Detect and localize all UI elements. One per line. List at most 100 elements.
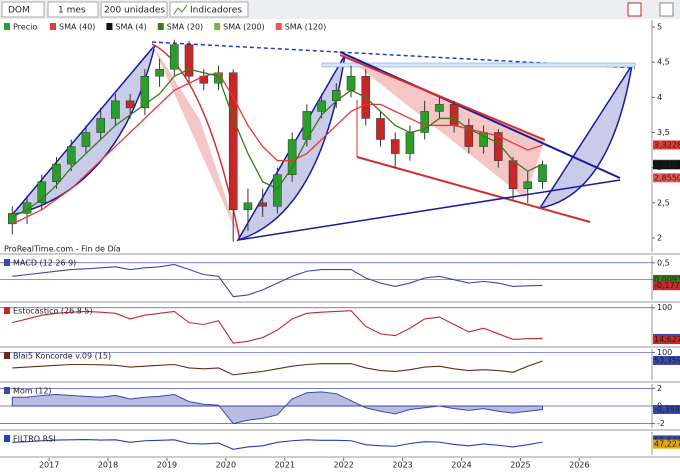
price-tag-label: 3,040: [654, 160, 677, 169]
candle-body: [346, 75, 356, 91]
legend-swatch: [50, 23, 56, 30]
x-tick-label: 2019: [157, 461, 177, 470]
watermark: ProRealTime.com - Fin de Día: [4, 245, 121, 254]
price-tag-label: -0,3983: [654, 405, 680, 414]
price-tag-label: -0,177: [654, 281, 680, 290]
candle-body: [125, 100, 135, 109]
legend-swatch: [106, 23, 113, 30]
units-select[interactable]: [100, 1, 168, 18]
indicators: Indicadores: [190, 6, 242, 16]
candle-body: [508, 160, 518, 189]
indicator-title: Mom (12): [13, 387, 52, 396]
price-tag-label: 3,3228: [654, 140, 680, 149]
candle-body: [464, 125, 474, 147]
x-tick-label: 2021: [275, 461, 295, 470]
candle-body: [273, 174, 282, 207]
indicator-title: MACD (12 26 9): [13, 259, 76, 268]
candle-body: [52, 163, 61, 182]
indicator-title: FILTRO RSI: [13, 435, 56, 444]
price-tag: [653, 405, 680, 415]
indicator-icon: [4, 435, 10, 442]
candle-body: [140, 75, 150, 109]
candle-body: [538, 164, 547, 182]
symbol-select[interactable]: [1, 1, 45, 18]
indicators-icon: [173, 4, 188, 15]
indicator-line: [12, 360, 543, 376]
indicator-icon: [4, 387, 10, 394]
toolbar: DOM 1 mes 200 unidades Indicadores: [0, 0, 680, 19]
candle-body: [376, 118, 385, 140]
indicators-button[interactable]: [169, 1, 249, 18]
y-tick-label: 4: [657, 93, 662, 102]
zone: [321, 62, 636, 68]
candle-body: [22, 202, 32, 214]
candle-body: [81, 132, 91, 147]
trend-line: [339, 51, 621, 179]
price-tag-label: 47,227: [654, 440, 680, 449]
legend-label: SMA (200): [223, 23, 265, 32]
indicator-icon: [4, 259, 10, 266]
indicator-title: Estocástico (26 8 5): [13, 307, 93, 316]
price-tag: [653, 173, 680, 183]
trend-line: [356, 156, 591, 223]
candle-body: [243, 202, 253, 211]
price-tag: [653, 335, 680, 345]
candle-body: [435, 104, 444, 112]
indicator-icon: [4, 307, 10, 314]
candle-body: [170, 44, 179, 70]
period-select[interactable]: [47, 1, 99, 18]
candle-body: [66, 146, 76, 165]
trend-line: [339, 54, 546, 141]
alert-button[interactable]: [627, 2, 642, 17]
price-tag-label: 0,0093: [654, 275, 680, 284]
y-tick-label: 4,5: [657, 58, 670, 67]
indicator-title: Blai5 Koncorde v.09 (15): [13, 352, 111, 361]
y-tick-label: 5: [657, 23, 662, 32]
price-tag-label: 14,627: [654, 335, 680, 344]
legend-label: SMA (120): [285, 23, 327, 32]
candle-body: [449, 104, 459, 126]
legend-label: Precio: [13, 23, 37, 32]
price-tag: [653, 140, 680, 150]
candle-body: [258, 202, 267, 207]
candle-body: [405, 132, 415, 154]
indicator-line: [12, 263, 543, 298]
indicator-area: [11, 391, 543, 425]
units: 200 unidades: [104, 6, 165, 16]
legend-swatch: [275, 23, 282, 30]
candle-body: [111, 100, 120, 119]
legend-swatch: [4, 23, 10, 30]
red-zone: [152, 44, 240, 240]
legend-label: SMA (4): [115, 23, 146, 32]
indicator-icon: [4, 352, 10, 359]
price-tag-label: 53,359: [654, 356, 680, 365]
period: 1 mes: [58, 6, 86, 16]
settings-button[interactable]: [659, 2, 674, 17]
price-tag: [653, 439, 680, 449]
price-tag: [653, 274, 680, 284]
legend-label: SMA (20): [167, 23, 203, 32]
symbol: DOM: [8, 6, 30, 16]
candle-body: [96, 118, 105, 133]
y-tick-label: 2: [657, 233, 662, 242]
x-tick-label: 2025: [510, 461, 530, 470]
x-tick-label: 2020: [216, 461, 236, 470]
x-tick-label: 2017: [39, 461, 59, 470]
moving-average: [12, 68, 543, 218]
price-tag: [653, 281, 680, 291]
indicator-line: [12, 310, 543, 344]
arc-fill: [538, 64, 633, 210]
trend-line: [151, 41, 636, 69]
y-tick-label: -2: [657, 419, 665, 428]
y-tick-label: 2: [657, 384, 662, 393]
candle-body: [228, 72, 238, 211]
candle-body: [37, 181, 47, 204]
candle-body: [494, 132, 503, 161]
indicator-line: [12, 439, 543, 450]
candle-body: [390, 139, 400, 154]
x-tick-label: 2024: [451, 461, 471, 470]
moving-average: [12, 71, 543, 225]
candle-body: [184, 44, 194, 77]
